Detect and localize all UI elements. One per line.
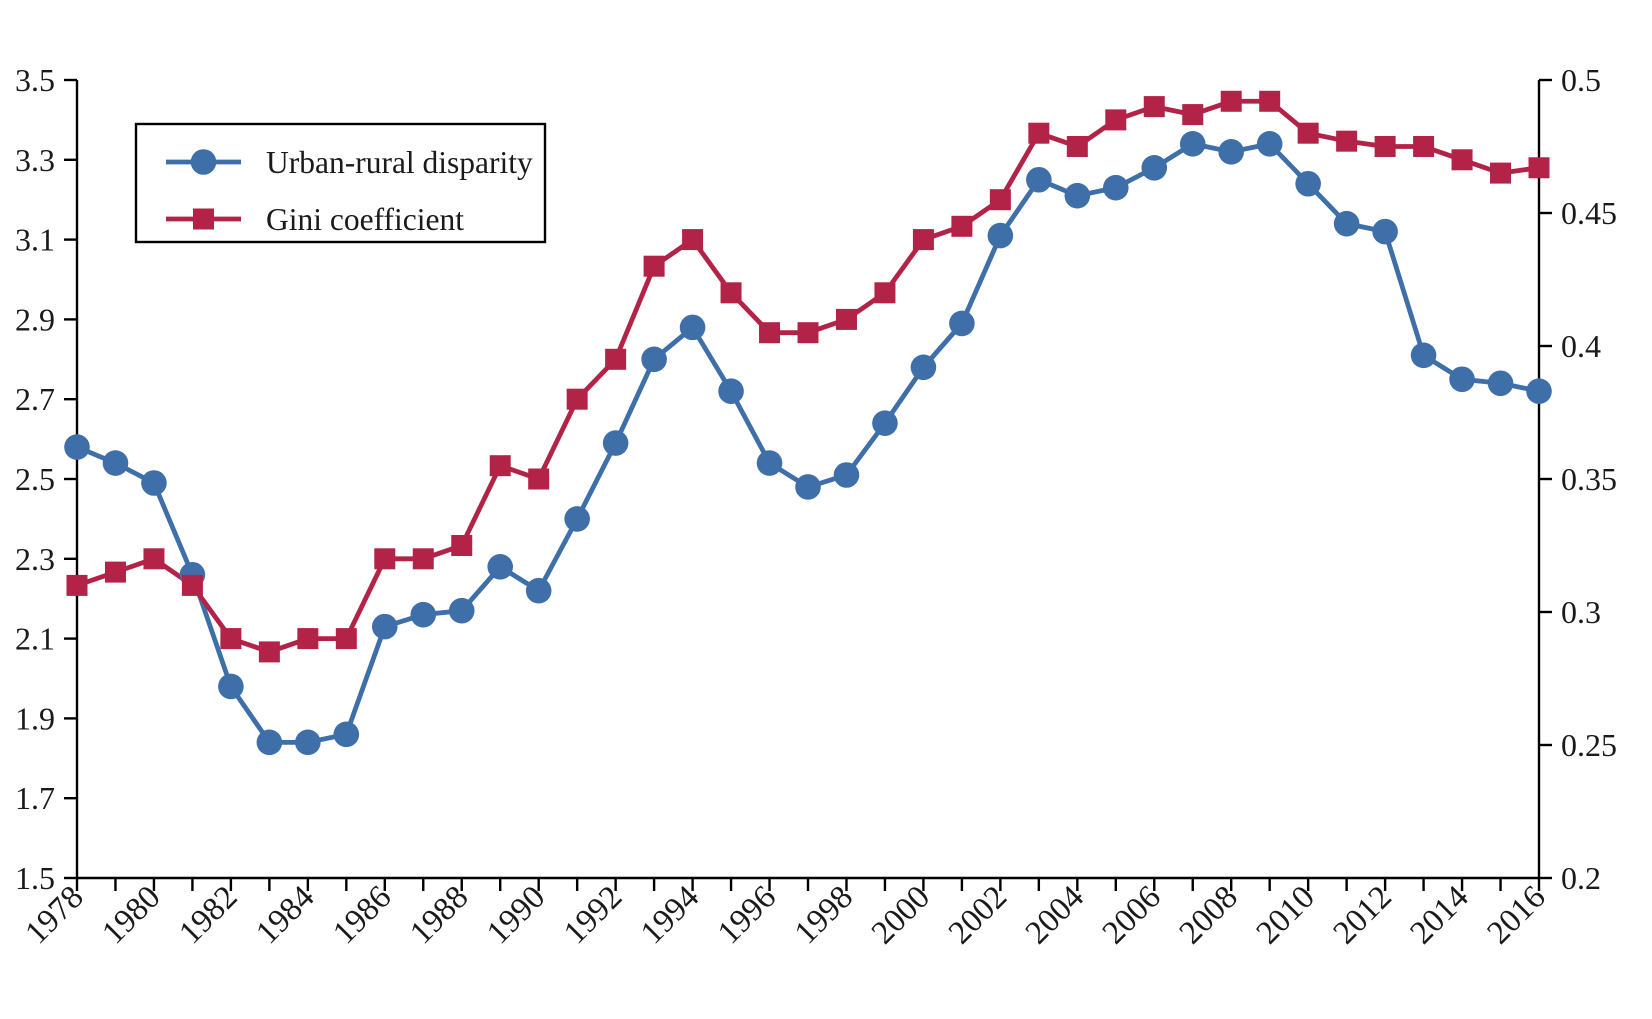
svg-text:1.9: 1.9 bbox=[15, 700, 55, 736]
svg-text:1.7: 1.7 bbox=[15, 780, 55, 816]
svg-text:3.3: 3.3 bbox=[15, 142, 55, 178]
svg-text:2.3: 2.3 bbox=[15, 541, 55, 577]
svg-text:0.4: 0.4 bbox=[1561, 328, 1601, 364]
svg-text:0.5: 0.5 bbox=[1561, 62, 1601, 98]
svg-text:2.9: 2.9 bbox=[15, 301, 55, 337]
svg-text:0.45: 0.45 bbox=[1561, 195, 1617, 231]
svg-text:3.1: 3.1 bbox=[15, 222, 55, 258]
svg-text:Urban-rural disparity: Urban-rural disparity bbox=[266, 145, 533, 180]
svg-text:1.5: 1.5 bbox=[15, 860, 55, 896]
svg-text:0.25: 0.25 bbox=[1561, 727, 1617, 763]
svg-text:0.3: 0.3 bbox=[1561, 594, 1601, 630]
svg-text:2.5: 2.5 bbox=[15, 461, 55, 497]
svg-text:2.1: 2.1 bbox=[15, 621, 55, 657]
svg-text:0.2: 0.2 bbox=[1561, 860, 1601, 896]
svg-text:3.5: 3.5 bbox=[15, 62, 55, 98]
svg-text:0.35: 0.35 bbox=[1561, 461, 1617, 497]
svg-text:2.7: 2.7 bbox=[15, 381, 55, 417]
svg-text:Gini coefficient: Gini coefficient bbox=[266, 202, 464, 237]
